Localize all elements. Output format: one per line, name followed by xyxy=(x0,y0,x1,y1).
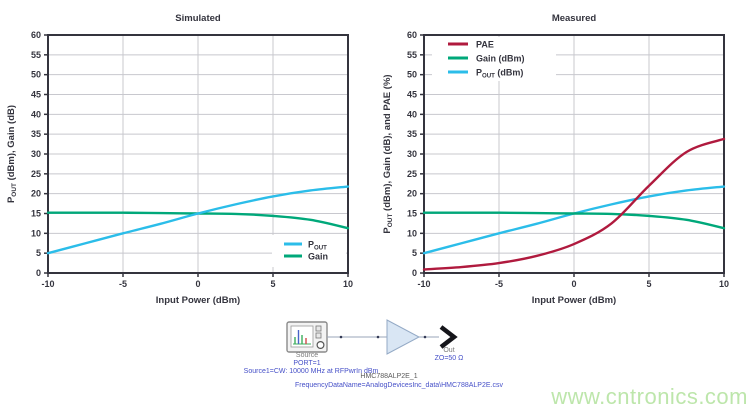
svg-text:30: 30 xyxy=(407,149,417,159)
svg-text:20: 20 xyxy=(407,189,417,199)
x-axis-label: Input Power (dBm) xyxy=(532,295,616,306)
svg-text:0: 0 xyxy=(36,268,41,278)
svg-text:10: 10 xyxy=(407,228,417,238)
svg-text:5: 5 xyxy=(412,248,417,258)
amplifier-icon xyxy=(386,319,421,355)
svg-text:Gain: Gain xyxy=(308,252,328,262)
svg-text:30: 30 xyxy=(31,149,41,159)
measured-chart: -10 -5 0 5 10 0 5 10 15 20 25 30 35 40 45 50 55 60 PAE Gain… xyxy=(382,13,729,306)
part-name-label: HMC788ALP2E_1 xyxy=(360,373,418,380)
svg-text:10: 10 xyxy=(343,279,353,289)
svg-text:Gain (dBm): Gain (dBm) xyxy=(476,54,525,64)
svg-text:40: 40 xyxy=(31,109,41,119)
schematic xyxy=(286,319,458,355)
source-port-label: PORT=1 xyxy=(293,360,321,367)
svg-text:55: 55 xyxy=(407,50,417,60)
svg-text:5: 5 xyxy=(646,279,651,289)
svg-text:5: 5 xyxy=(270,279,275,289)
series-line xyxy=(422,211,726,230)
svg-text:POUT: POUT xyxy=(308,240,327,252)
svg-text:15: 15 xyxy=(31,209,41,219)
svg-text:50: 50 xyxy=(31,70,41,80)
svg-text:25: 25 xyxy=(407,169,417,179)
svg-text:25: 25 xyxy=(31,169,41,179)
svg-text:-5: -5 xyxy=(495,279,503,289)
svg-text:0: 0 xyxy=(571,279,576,289)
svg-text:10: 10 xyxy=(719,279,729,289)
wire xyxy=(327,335,439,339)
chart-title: Measured xyxy=(552,13,597,24)
y-axis-label: POUT (dBm), Gain (dB) xyxy=(6,105,18,203)
svg-text:15: 15 xyxy=(407,209,417,219)
simulated-chart: -10 -5 0 5 10 0 5 10 15 20 25 30 35 40 45 50 55 60 POUTGai… xyxy=(6,13,353,306)
svg-text:POUT (dBm): POUT (dBm) xyxy=(476,68,523,80)
series-line xyxy=(422,137,726,271)
svg-text:PAE: PAE xyxy=(476,40,494,50)
source-params-label: Source1=CW: 10000 MHz at RFPwrIn dBm xyxy=(243,368,379,375)
svg-text:5: 5 xyxy=(36,248,41,258)
svg-text:50: 50 xyxy=(407,70,417,80)
svg-text:-5: -5 xyxy=(119,279,127,289)
svg-text:40: 40 xyxy=(407,109,417,119)
signal-source-icon xyxy=(286,321,328,353)
out-impedance-label: ZO=50 Ω xyxy=(434,355,464,362)
svg-text:-10: -10 xyxy=(417,279,430,289)
svg-text:20: 20 xyxy=(31,189,41,199)
source-label: Source xyxy=(295,352,319,359)
part-data-label: FrequencyDataName=AnalogDevicesInc_data\… xyxy=(295,382,503,389)
svg-text:45: 45 xyxy=(31,90,41,100)
svg-text:45: 45 xyxy=(407,90,417,100)
output-port-icon xyxy=(439,325,458,349)
legend: PAE Gain (dBm) POUT (dBm) xyxy=(432,37,556,81)
svg-text:60: 60 xyxy=(407,30,417,40)
y-axis-label: POUT (dBm), Gain (dB), and PAE (%) xyxy=(382,74,394,233)
svg-text:10: 10 xyxy=(31,228,41,238)
out-label: Out xyxy=(443,347,455,354)
svg-text:-10: -10 xyxy=(41,279,54,289)
chart-title: Simulated xyxy=(175,13,221,24)
svg-text:0: 0 xyxy=(412,268,417,278)
svg-text:0: 0 xyxy=(195,279,200,289)
svg-text:60: 60 xyxy=(31,30,41,40)
series-line xyxy=(46,185,350,255)
x-axis-label: Input Power (dBm) xyxy=(156,295,240,306)
svg-text:35: 35 xyxy=(31,129,41,139)
svg-text:55: 55 xyxy=(31,50,41,60)
svg-text:35: 35 xyxy=(407,129,417,139)
watermark: www.cntronics.com xyxy=(551,384,748,409)
